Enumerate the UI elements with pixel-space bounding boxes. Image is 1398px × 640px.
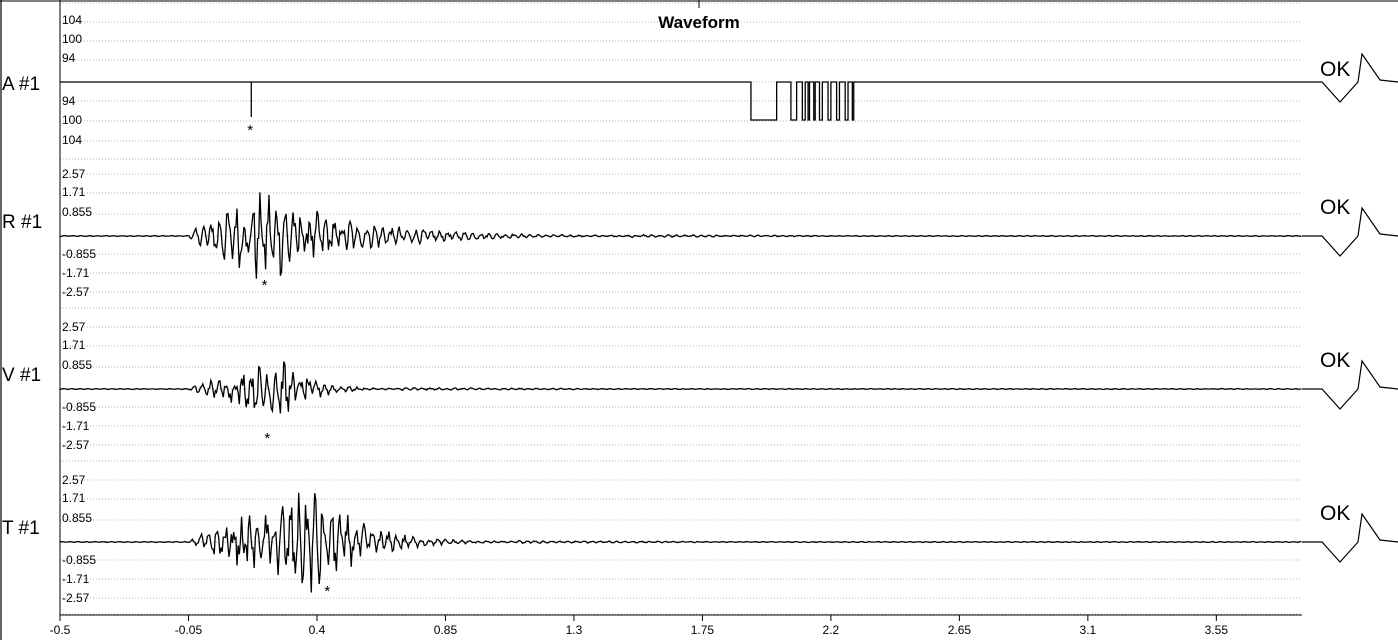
channels-layer: A #1 104 100 94 94 100 104 * OK R #1 2.57 1.71 0.855…: [2, 13, 1398, 605]
y-tick-label: 1.71: [62, 491, 86, 505]
x-tick-label: 0.4: [309, 623, 326, 637]
peak-marker: *: [262, 277, 268, 294]
y-tick-label: -1.71: [62, 419, 90, 433]
status-pulse: [1302, 52, 1398, 103]
y-tick-label: 2.57: [62, 167, 86, 181]
x-tick-label: 3.1: [1080, 623, 1097, 637]
y-tick-label: -0.855: [62, 553, 96, 567]
channel-label: T #1: [2, 518, 40, 539]
y-tick-label: -2.57: [62, 285, 90, 299]
y-tick-label: 94: [62, 51, 76, 65]
y-tick-label: 0.855: [62, 358, 92, 372]
channel-a1: A #1 104 100 94 94 100 104 * OK: [2, 13, 1398, 147]
x-axis: -0.5 -0.05 0.4 0.85 1.3 1.75 2.2 2.65 3.1 3.55: [50, 614, 1302, 637]
channel-label: A #1: [2, 74, 40, 95]
x-tick-label: 0.85: [434, 623, 458, 637]
waveform-trace: [60, 81, 1302, 121]
y-tick-label: -0.855: [62, 247, 96, 261]
grid-layer: [60, 2, 1302, 615]
x-tick-label: -0.5: [50, 623, 71, 637]
y-tick-label: 94: [62, 94, 76, 108]
chart-title: Waveform: [658, 13, 740, 32]
peak-marker: *: [264, 430, 270, 447]
peak-marker: *: [247, 122, 253, 139]
x-tick-label: 2.65: [948, 623, 972, 637]
y-tick-label: 2.57: [62, 473, 86, 487]
y-tick-label: -1.71: [62, 266, 90, 280]
x-tick-label: 3.55: [1205, 623, 1229, 637]
y-tick-label: 104: [62, 13, 82, 27]
status-pulse: [1302, 206, 1398, 257]
y-tick-label: 0.855: [62, 511, 92, 525]
y-tick-label: 1.71: [62, 185, 86, 199]
channel-v1: V #1 2.57 1.71 0.855 -0.855 -1.71 -2.57 * OK: [2, 320, 1398, 452]
status-label: OK: [1320, 502, 1350, 525]
y-tick-label: 0.855: [62, 205, 92, 219]
status-pulse: [1302, 359, 1398, 410]
waveform-trace: [59, 492, 1302, 593]
status-label: OK: [1320, 349, 1350, 372]
y-tick-label: 100: [62, 32, 82, 46]
x-tick-label: 1.75: [691, 623, 715, 637]
y-tick-label: -1.71: [62, 572, 90, 586]
status-label: OK: [1320, 196, 1350, 219]
channel-label: R #1: [2, 212, 42, 233]
status-pulse: [1302, 512, 1398, 563]
channel-t1: T #1 2.57 1.71 0.855 -0.855 -1.71 -2.57 * OK: [2, 473, 1398, 605]
y-tick-label: 104: [62, 133, 82, 147]
x-tick-label: 2.2: [823, 623, 840, 637]
waveform-trace: [59, 192, 1302, 279]
x-tick-label: 1.3: [566, 623, 583, 637]
y-tick-label: 100: [62, 113, 82, 127]
y-tick-label: -2.57: [62, 438, 90, 452]
channel-r1: R #1 2.57 1.71 0.855 -0.855 -1.71 -2.57 * OK: [2, 167, 1398, 299]
y-tick-label: 2.57: [62, 320, 86, 334]
channel-label: V #1: [2, 365, 41, 386]
status-label: OK: [1320, 58, 1350, 81]
waveform-trace: [59, 361, 1302, 414]
y-tick-label: 1.71: [62, 338, 86, 352]
y-tick-label: -0.855: [62, 400, 96, 414]
x-tick-label: -0.05: [175, 623, 203, 637]
y-tick-label: -2.57: [62, 591, 90, 605]
peak-marker: *: [324, 583, 330, 600]
